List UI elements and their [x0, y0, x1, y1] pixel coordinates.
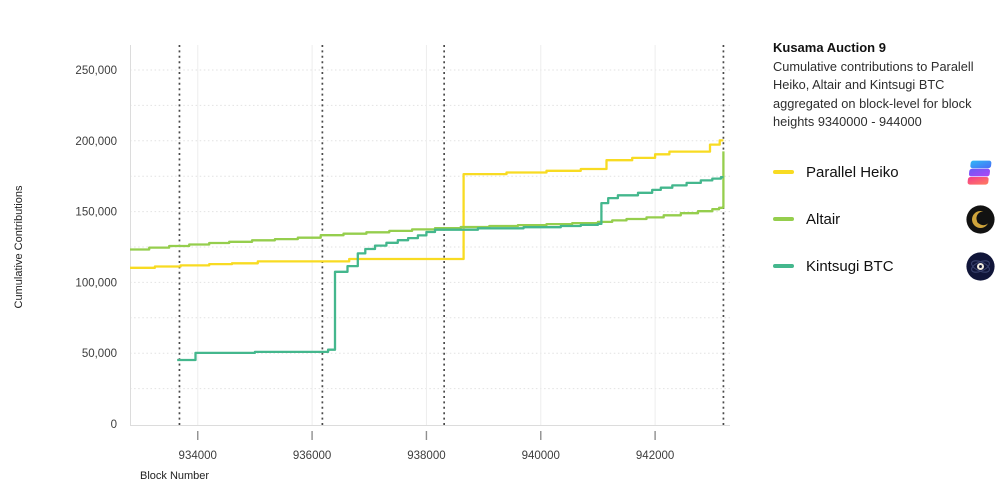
- y-axis-label: Cumulative Contributions: [13, 185, 25, 309]
- y-tick-label: 250,000: [75, 65, 117, 77]
- series-line-kintsugi-btc: [177, 176, 724, 362]
- altair-line-swatch: [773, 217, 794, 222]
- y-tick-label: 200,000: [75, 136, 117, 148]
- kintsugi-btc-logo-icon: [966, 252, 995, 281]
- parallel-heiko-logo-icon: [966, 158, 995, 187]
- x-axis-label: Block Number: [140, 470, 210, 482]
- x-tick-label: 936000: [293, 450, 331, 462]
- legend-label: Parallel Heiko: [806, 163, 899, 181]
- series-line-parallel-heiko: [130, 139, 724, 269]
- y-tick-label: 100,000: [75, 277, 117, 289]
- x-tick-label: 938000: [407, 450, 445, 462]
- x-tick-label: 942000: [636, 450, 674, 462]
- chart-info-panel: Kusama Auction 9 Cumulative contribution…: [773, 40, 995, 298]
- chart-title: Kusama Auction 9: [773, 40, 886, 55]
- kintsugi-btc-line-swatch: [773, 264, 794, 269]
- y-tick-label: 50,000: [82, 348, 117, 360]
- y-tick-label: 0: [111, 419, 117, 431]
- chart-subtitle: Cumulative contributions to Paralell Hei…: [773, 59, 974, 129]
- legend-item-altair: Altair: [773, 204, 995, 234]
- altair-logo-icon: [966, 205, 995, 234]
- x-tick-label: 940000: [522, 450, 560, 462]
- legend-label: Altair: [806, 210, 841, 228]
- legend-item-parallel-heiko: Parallel Heiko: [773, 157, 995, 187]
- legend-label: Kintsugi BTC: [806, 257, 894, 275]
- x-tick-label: 934000: [179, 450, 217, 462]
- series-line-altair: [130, 151, 725, 251]
- parallel-heiko-line-swatch: [773, 170, 794, 175]
- legend-item-kintsugi-btc: Kintsugi BTC: [773, 251, 995, 281]
- y-tick-label: 150,000: [75, 207, 117, 219]
- legend: Parallel Heiko: [773, 157, 995, 281]
